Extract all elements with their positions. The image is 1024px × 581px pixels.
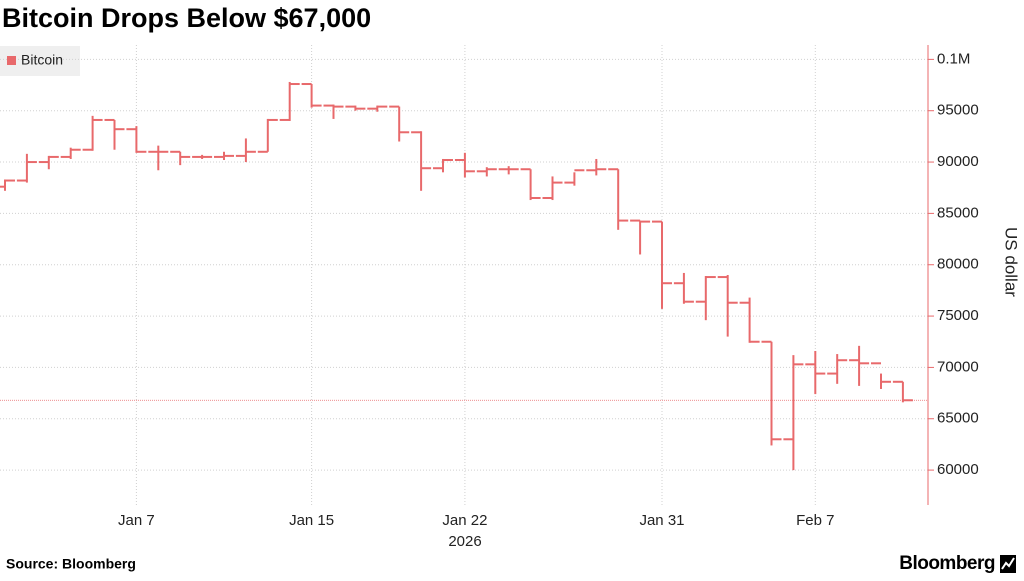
y-tick-label: 75000 [937,307,979,324]
y-tick-label: 95000 [937,102,979,119]
y-tick-label: 90000 [937,153,979,170]
x-tick-label: Jan 22 [442,512,487,529]
brand-icon [1000,555,1016,573]
source: Source: Bloomberg [6,556,136,572]
y-tick-label: 85000 [937,204,979,221]
y-axis-label: US dollar [1002,227,1021,297]
x-year-label: 2026 [448,533,481,550]
brand: Bloomberg [899,553,995,574]
legend-swatch [7,56,16,65]
x-tick-label: Feb 7 [796,512,834,529]
y-tick-label: 60000 [937,461,979,478]
x-tick-label: Jan 15 [289,512,334,529]
x-tick-label: Jan 7 [118,512,155,529]
chart-title: Bitcoin Drops Below $67,000 [2,3,371,33]
y-tick-label: 80000 [937,256,979,273]
y-tick-label: 70000 [937,358,979,375]
legend-label: Bitcoin [21,52,63,68]
y-tick-label: 0.1M [937,50,970,67]
y-tick-label: 65000 [937,410,979,427]
x-tick-label: Jan 31 [639,512,684,529]
